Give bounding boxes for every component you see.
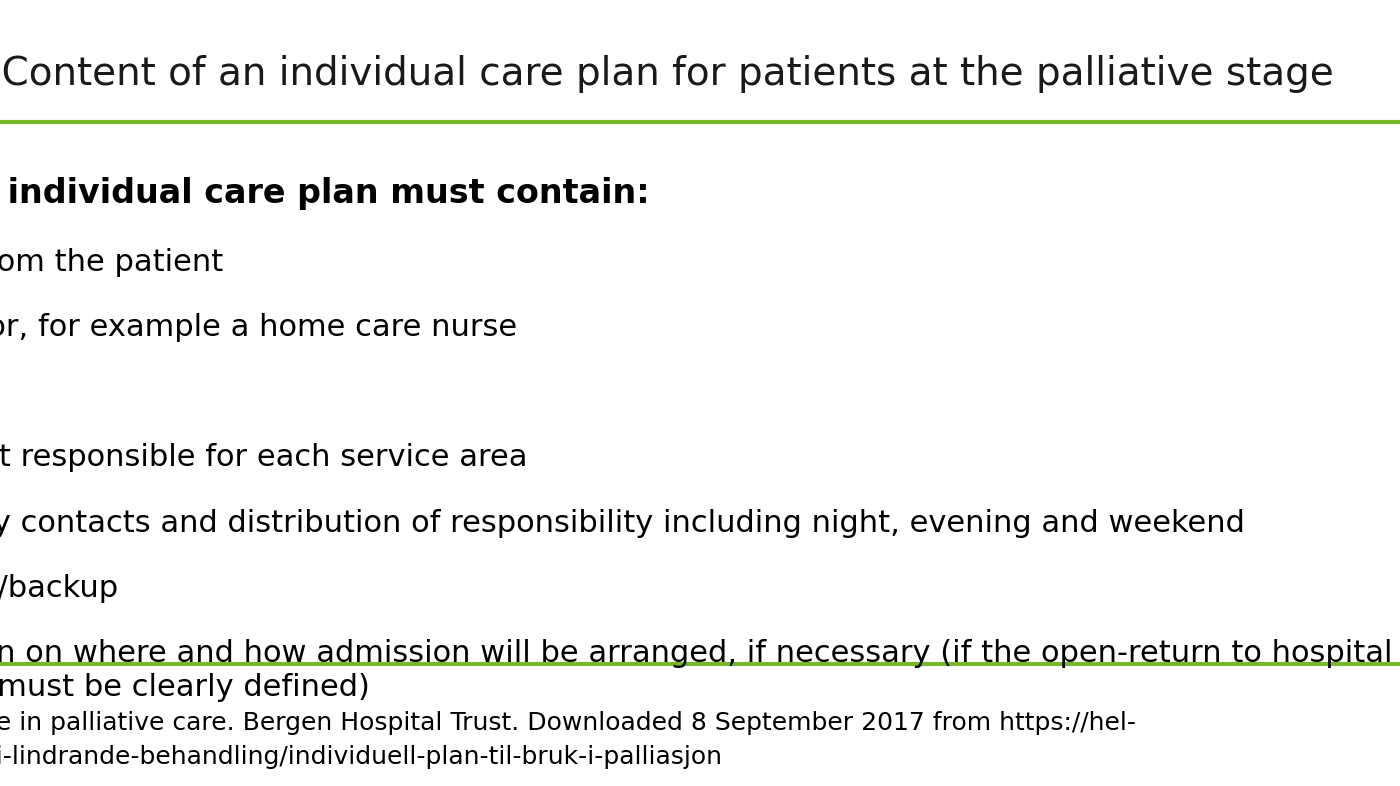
Text: Coordinator, for example a home care nurse: Coordinator, for example a home care nur… — [0, 313, 517, 342]
Text: Emergency contacts and distribution of responsibility including night, evening a: Emergency contacts and distribution of r… — [0, 509, 1245, 538]
Text: Person/unit responsible for each service area: Person/unit responsible for each service… — [0, 443, 528, 472]
Text: Information on where and how admission will be arranged, if necessary (if the op: Information on where and how admission w… — [0, 639, 1400, 702]
Text: Crisis plan/backup: Crisis plan/backup — [0, 574, 118, 603]
Text: What an individual care plan must contain:: What an individual care plan must contai… — [0, 177, 650, 210]
Text: Table 1. Content of an individual care plan for patients at the palliative stage: Table 1. Content of an individual care p… — [0, 55, 1334, 93]
Text: Consent from the patient: Consent from the patient — [0, 248, 223, 277]
Text: e plan for use in palliative care. Bergen Hospital Trust. Downloaded 8 September: e plan for use in palliative care. Berge… — [0, 711, 1135, 769]
